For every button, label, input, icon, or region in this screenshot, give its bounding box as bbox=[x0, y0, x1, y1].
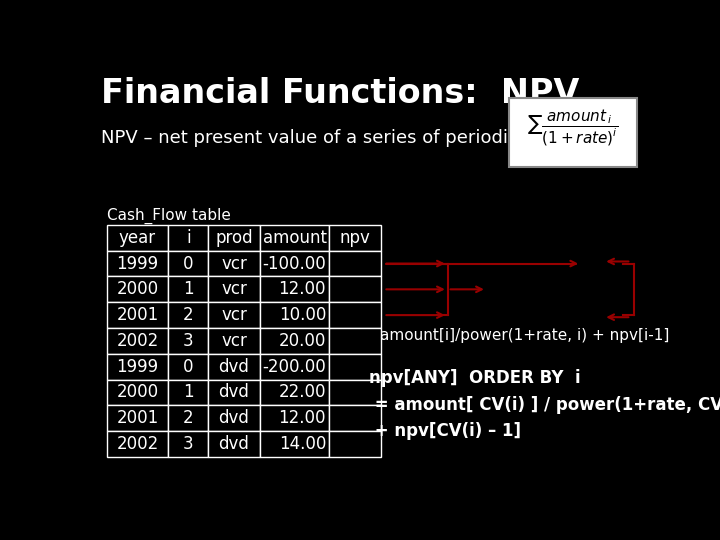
Text: amount: amount bbox=[263, 229, 326, 247]
Bar bbox=[168, 406, 208, 431]
Bar bbox=[168, 302, 208, 328]
Bar bbox=[168, 251, 208, 276]
Bar bbox=[329, 406, 381, 431]
Bar bbox=[208, 225, 260, 251]
Bar bbox=[260, 406, 329, 431]
Bar bbox=[329, 276, 381, 302]
Bar bbox=[329, 354, 381, 380]
Text: dvd: dvd bbox=[219, 383, 249, 401]
Text: $\sum \dfrac{amount_{\,i}}{(1+rate)^{i}}$: $\sum \dfrac{amount_{\,i}}{(1+rate)^{i}}… bbox=[527, 108, 618, 148]
Text: year: year bbox=[119, 229, 156, 247]
Bar bbox=[107, 225, 168, 251]
Text: -100.00: -100.00 bbox=[262, 254, 326, 273]
Text: dvd: dvd bbox=[219, 357, 249, 376]
Text: 0: 0 bbox=[183, 357, 194, 376]
Text: 22.00: 22.00 bbox=[279, 383, 326, 401]
Text: prod: prod bbox=[215, 229, 253, 247]
Bar bbox=[208, 431, 260, 457]
Text: dvd: dvd bbox=[219, 435, 249, 453]
Bar bbox=[208, 276, 260, 302]
Bar bbox=[107, 380, 168, 406]
Text: 2: 2 bbox=[183, 306, 194, 324]
Bar bbox=[329, 251, 381, 276]
Text: Financial Functions:  NPV: Financial Functions: NPV bbox=[101, 77, 580, 110]
Text: 2002: 2002 bbox=[117, 332, 158, 350]
Text: -200.00: -200.00 bbox=[262, 357, 326, 376]
Text: vcr: vcr bbox=[221, 306, 247, 324]
Text: 2001: 2001 bbox=[117, 409, 158, 427]
Bar bbox=[260, 380, 329, 406]
Bar bbox=[168, 354, 208, 380]
Bar bbox=[168, 431, 208, 457]
Bar bbox=[208, 328, 260, 354]
Text: NPV – net present value of a series of periodic cash flows.: NPV – net present value of a series of p… bbox=[101, 129, 624, 147]
Bar bbox=[329, 302, 381, 328]
Bar bbox=[208, 302, 260, 328]
Bar bbox=[208, 406, 260, 431]
Text: 20.00: 20.00 bbox=[279, 332, 326, 350]
Text: 2002: 2002 bbox=[117, 435, 158, 453]
Bar bbox=[329, 380, 381, 406]
Text: vcr: vcr bbox=[221, 332, 247, 350]
Bar bbox=[260, 328, 329, 354]
Bar bbox=[260, 354, 329, 380]
Text: 2000: 2000 bbox=[117, 280, 158, 298]
FancyBboxPatch shape bbox=[508, 98, 637, 167]
Text: amount[i]/power(1+rate, i) + npv[i-1]: amount[i]/power(1+rate, i) + npv[i-1] bbox=[380, 328, 670, 342]
Text: 1: 1 bbox=[183, 280, 194, 298]
Text: 1999: 1999 bbox=[117, 357, 158, 376]
Bar bbox=[260, 251, 329, 276]
Bar bbox=[168, 380, 208, 406]
Bar bbox=[107, 251, 168, 276]
Text: 0: 0 bbox=[183, 254, 194, 273]
Bar bbox=[107, 328, 168, 354]
Bar bbox=[260, 276, 329, 302]
Bar bbox=[260, 225, 329, 251]
Bar bbox=[329, 225, 381, 251]
Text: 1999: 1999 bbox=[117, 254, 158, 273]
Bar bbox=[260, 302, 329, 328]
Bar bbox=[260, 431, 329, 457]
Text: 3: 3 bbox=[183, 332, 194, 350]
Text: npv[ANY]  ORDER BY  i
 = amount[ CV(i) ] / power(1+rate, CV(i))
 + npv[CV(i) – 1: npv[ANY] ORDER BY i = amount[ CV(i) ] / … bbox=[369, 369, 720, 440]
Bar bbox=[208, 251, 260, 276]
Text: 12.00: 12.00 bbox=[279, 409, 326, 427]
Bar bbox=[208, 354, 260, 380]
Bar bbox=[168, 276, 208, 302]
Text: npv: npv bbox=[340, 229, 371, 247]
Text: vcr: vcr bbox=[221, 254, 247, 273]
Text: Cash_Flow table: Cash_Flow table bbox=[107, 208, 230, 225]
Text: 14.00: 14.00 bbox=[279, 435, 326, 453]
Text: 2000: 2000 bbox=[117, 383, 158, 401]
Bar bbox=[168, 225, 208, 251]
Text: 1: 1 bbox=[183, 383, 194, 401]
Text: dvd: dvd bbox=[219, 409, 249, 427]
Text: 3: 3 bbox=[183, 435, 194, 453]
Text: 12.00: 12.00 bbox=[279, 280, 326, 298]
Bar bbox=[107, 276, 168, 302]
Text: 10.00: 10.00 bbox=[279, 306, 326, 324]
Text: i: i bbox=[186, 229, 191, 247]
Text: 2: 2 bbox=[183, 409, 194, 427]
Bar bbox=[329, 431, 381, 457]
Bar bbox=[168, 328, 208, 354]
Bar bbox=[107, 406, 168, 431]
Bar bbox=[208, 380, 260, 406]
Text: vcr: vcr bbox=[221, 280, 247, 298]
Bar bbox=[107, 354, 168, 380]
Text: 2001: 2001 bbox=[117, 306, 158, 324]
Bar bbox=[329, 328, 381, 354]
Bar bbox=[107, 302, 168, 328]
Bar bbox=[107, 431, 168, 457]
